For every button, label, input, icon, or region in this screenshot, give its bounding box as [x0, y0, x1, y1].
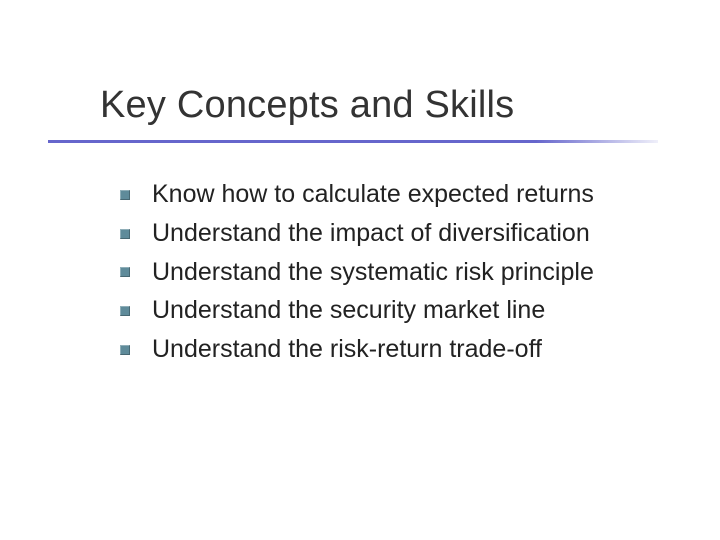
title-wrap: Key Concepts and Skills [100, 84, 514, 127]
square-bullet-icon [120, 306, 130, 316]
list-item: Know how to calculate expected returns [120, 178, 680, 212]
list-item: Understand the impact of diversification [120, 217, 680, 251]
square-bullet-icon [120, 229, 130, 239]
list-item-text: Know how to calculate expected returns [152, 178, 594, 212]
square-bullet-icon [120, 345, 130, 355]
list-item: Understand the systematic risk principle [120, 256, 680, 290]
list-item-text: Understand the systematic risk principle [152, 256, 594, 290]
slide-body: Know how to calculate expected returns U… [120, 178, 680, 372]
title-underline [48, 140, 658, 143]
list-item-text: Understand the impact of diversification [152, 217, 590, 251]
square-bullet-icon [120, 190, 130, 200]
underline-gradient [48, 140, 658, 143]
square-bullet-icon [120, 267, 130, 277]
list-item-text: Understand the security market line [152, 294, 545, 328]
list-item: Understand the risk-return trade-off [120, 333, 680, 367]
list-item-text: Understand the risk-return trade-off [152, 333, 542, 367]
slide-title: Key Concepts and Skills [100, 84, 514, 127]
slide: Key Concepts and Skills Know how to calc… [0, 0, 720, 540]
list-item: Understand the security market line [120, 294, 680, 328]
